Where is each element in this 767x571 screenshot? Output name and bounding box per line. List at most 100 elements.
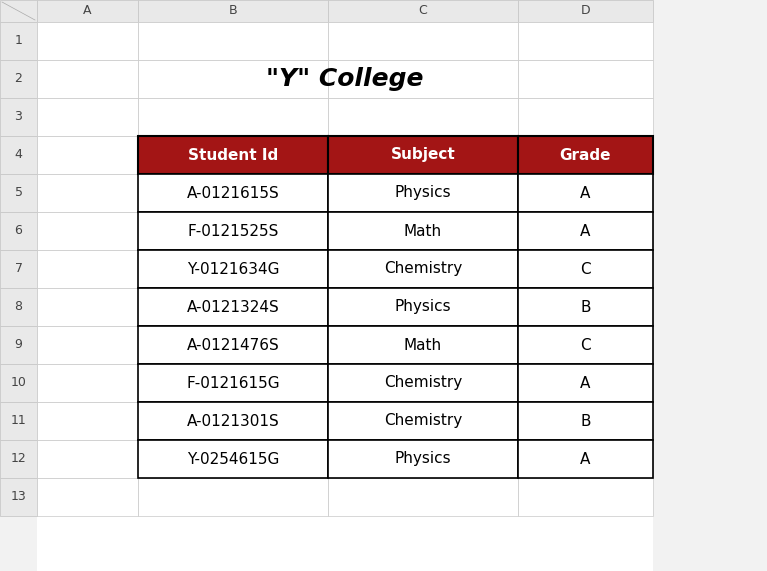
Bar: [37, 364, 138, 402]
Text: A: A: [581, 452, 591, 467]
Bar: [518, 212, 653, 250]
Bar: [518, 174, 653, 212]
Text: B: B: [581, 413, 591, 428]
Bar: [0, 22, 37, 60]
Text: 2: 2: [15, 73, 22, 86]
Bar: [138, 136, 328, 174]
Text: Chemistry: Chemistry: [384, 413, 463, 428]
Bar: [138, 250, 328, 288]
Bar: [37, 60, 138, 98]
Text: Physics: Physics: [395, 300, 451, 315]
Bar: [37, 288, 138, 326]
Text: C: C: [419, 5, 427, 18]
Text: Physics: Physics: [395, 452, 451, 467]
Bar: [0, 364, 37, 402]
Text: 13: 13: [11, 490, 26, 504]
Bar: [328, 402, 518, 440]
Text: Math: Math: [404, 337, 442, 352]
Text: A: A: [581, 223, 591, 239]
Text: Y-0121634G: Y-0121634G: [186, 262, 279, 276]
Bar: [37, 440, 138, 478]
Bar: [328, 364, 518, 402]
Bar: [518, 288, 653, 326]
Text: F-0121525S: F-0121525S: [187, 223, 278, 239]
Bar: [518, 136, 653, 174]
Bar: [37, 136, 138, 174]
Bar: [518, 212, 653, 250]
Text: 11: 11: [11, 415, 26, 428]
Bar: [138, 326, 328, 364]
Bar: [518, 402, 653, 440]
Bar: [0, 98, 37, 136]
Bar: [328, 250, 518, 288]
Bar: [138, 212, 328, 250]
Bar: [0, 0, 37, 22]
Bar: [518, 288, 653, 326]
Bar: [518, 364, 653, 402]
Bar: [0, 136, 37, 174]
Bar: [138, 326, 328, 364]
Bar: [138, 364, 328, 402]
Text: 6: 6: [15, 224, 22, 238]
Bar: [138, 440, 328, 478]
Bar: [518, 402, 653, 440]
Bar: [138, 440, 328, 478]
Bar: [37, 402, 138, 440]
Bar: [328, 212, 518, 250]
Bar: [0, 478, 37, 516]
Bar: [0, 440, 37, 478]
Bar: [138, 402, 328, 440]
Text: Physics: Physics: [395, 186, 451, 200]
Bar: [518, 250, 653, 288]
Bar: [138, 288, 328, 326]
Bar: [518, 364, 653, 402]
Bar: [138, 478, 328, 516]
Bar: [0, 250, 37, 288]
Text: A: A: [84, 5, 92, 18]
Bar: [37, 212, 138, 250]
Bar: [328, 440, 518, 478]
Bar: [37, 0, 138, 22]
Text: 9: 9: [15, 339, 22, 352]
Text: Math: Math: [404, 223, 442, 239]
Text: A: A: [581, 186, 591, 200]
Bar: [138, 288, 328, 326]
Text: B: B: [581, 300, 591, 315]
Bar: [37, 326, 138, 364]
Bar: [328, 440, 518, 478]
Bar: [0, 288, 37, 326]
Bar: [328, 288, 518, 326]
Bar: [328, 22, 518, 60]
Bar: [37, 478, 138, 516]
Bar: [328, 174, 518, 212]
Bar: [518, 326, 653, 364]
Bar: [518, 326, 653, 364]
Bar: [0, 402, 37, 440]
Bar: [518, 174, 653, 212]
Bar: [138, 364, 328, 402]
Bar: [37, 22, 138, 60]
Bar: [328, 212, 518, 250]
Text: A-0121476S: A-0121476S: [186, 337, 279, 352]
Text: Chemistry: Chemistry: [384, 376, 463, 391]
Text: "Y" College: "Y" College: [266, 67, 423, 91]
Bar: [328, 326, 518, 364]
Bar: [518, 478, 653, 516]
Text: A-0121301S: A-0121301S: [186, 413, 279, 428]
Bar: [328, 288, 518, 326]
Bar: [328, 98, 518, 136]
Bar: [518, 22, 653, 60]
Bar: [138, 136, 328, 174]
Text: C: C: [580, 262, 591, 276]
Text: A-0121324S: A-0121324S: [186, 300, 279, 315]
Bar: [37, 98, 138, 136]
Bar: [0, 60, 37, 98]
Text: C: C: [580, 337, 591, 352]
Bar: [518, 440, 653, 478]
Bar: [138, 174, 328, 212]
Text: 7: 7: [15, 263, 22, 275]
Bar: [138, 98, 328, 136]
Bar: [328, 60, 518, 98]
Bar: [138, 174, 328, 212]
Bar: [328, 364, 518, 402]
